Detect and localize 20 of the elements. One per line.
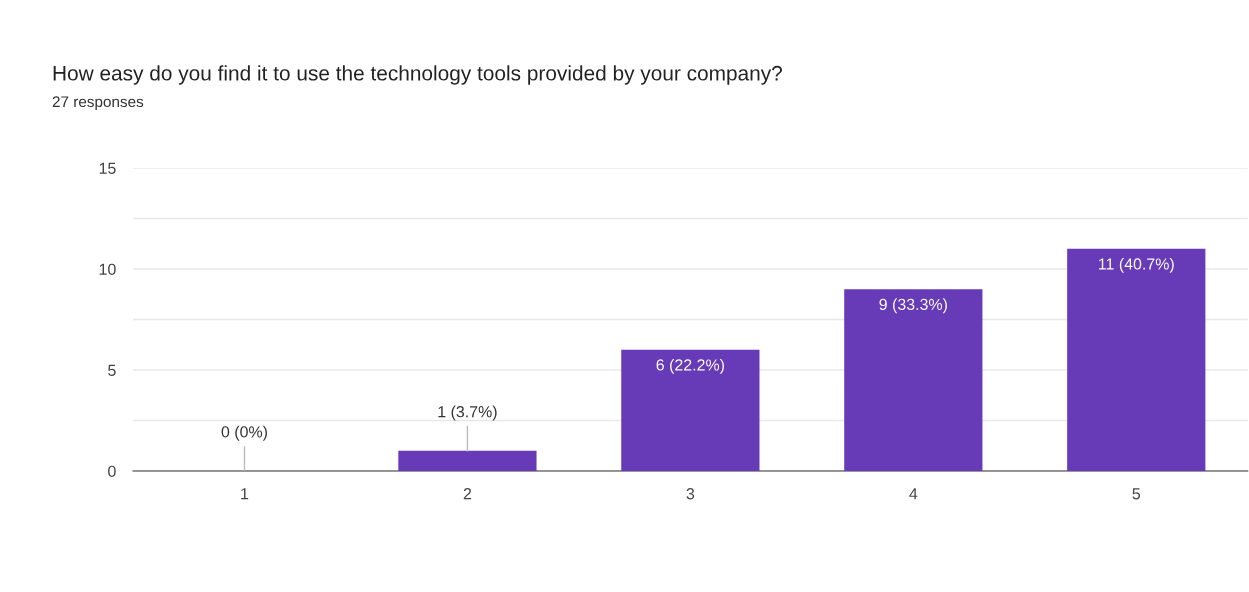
data-label: 0 (0%)	[221, 425, 268, 441]
data-label: 11 (40.7%)	[1099, 257, 1174, 273]
data-label: 6 (22.2%)	[656, 358, 725, 374]
y-tick-label: 5	[108, 364, 116, 376]
x-tick-label: 3	[686, 488, 695, 500]
x-tick-label: 5	[1132, 488, 1141, 500]
data-label: 9 (33.3%)	[879, 298, 947, 314]
bar	[621, 349, 760, 471]
bar	[844, 289, 983, 471]
x-tick-label: 4	[909, 488, 918, 500]
y-tick-label: 15	[99, 162, 116, 174]
bar	[398, 450, 537, 471]
data-label: 1 (3.7%)	[438, 405, 497, 421]
y-tick-label: 10	[99, 263, 116, 275]
chart-title: How easy do you find it to use the technology tools provided by your company?	[53, 65, 782, 85]
bar	[1067, 248, 1206, 471]
x-tick-label: 2	[463, 488, 472, 500]
chart-subtitle: 27 responses	[52, 96, 144, 111]
x-tick-label: 1	[241, 488, 249, 500]
y-tick-label: 0	[108, 465, 116, 477]
